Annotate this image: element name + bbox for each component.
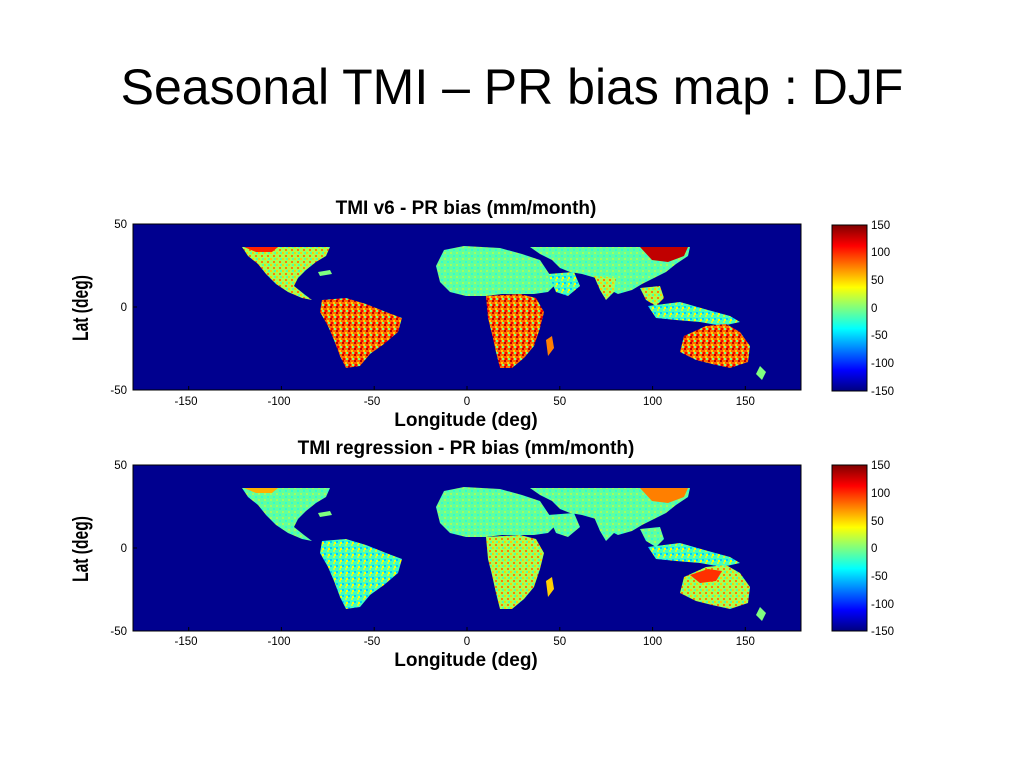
x-tick-label: 50: [553, 396, 566, 408]
land-north-america-hot: [244, 247, 278, 252]
land-arabia: [548, 513, 580, 537]
panel-1: TMI v6 - PR bias (mm/month): [69, 198, 894, 431]
x-tick-label: -50: [364, 636, 381, 648]
x-axis-1: -150 -100 -50 0 50 100 150: [174, 386, 755, 408]
land-eurasia-warm: [640, 488, 688, 503]
x-tick-label: -150: [174, 396, 197, 408]
land-south-america: [320, 539, 402, 609]
land-caribbean: [318, 511, 332, 517]
colorbar-tick-label: -100: [871, 358, 894, 370]
land-eurasia: [530, 488, 690, 535]
x-tick-label: 50: [553, 636, 566, 648]
colorbar-tick-label: -50: [871, 330, 888, 342]
land-north-america: [242, 488, 330, 541]
x-tick-label: 0: [464, 636, 470, 648]
colorbar-tick-label: -150: [871, 626, 894, 638]
land-se-asia: [640, 527, 664, 547]
colorbar-gradient-1: [831, 224, 868, 392]
colorbar-tick-label: 150: [871, 220, 890, 232]
y-axis-label-1: Lat (deg): [69, 275, 93, 341]
chart-title-2: TMI regression - PR bias (mm/month): [298, 438, 635, 459]
land-north-america: [242, 247, 330, 300]
land-africa-south: [486, 535, 544, 609]
land-eurasia: [530, 247, 690, 294]
panel-2: TMI regression - PR bias (mm/month): [69, 438, 894, 671]
y-tick-label: -50: [110, 626, 127, 638]
chart-title-1: TMI v6 - PR bias (mm/month): [336, 198, 597, 219]
land-australia-hot: [690, 569, 722, 583]
x-tick-label: 100: [643, 396, 662, 408]
x-axis-label-1: Longitude (deg): [394, 410, 538, 431]
land-north-america-warm: [244, 488, 278, 493]
land-eurasia-hot: [640, 247, 688, 262]
land-maritime-continent: [648, 302, 740, 326]
land-india: [594, 276, 616, 300]
map-land-2: [242, 487, 766, 621]
colorbar-gradient-2: [831, 464, 868, 632]
map-land-1: [242, 246, 766, 380]
y-tick-label: 50: [114, 460, 127, 472]
x-tick-label: 100: [643, 636, 662, 648]
x-tick-label: -150: [174, 636, 197, 648]
x-tick-label: 0: [464, 396, 470, 408]
x-tick-label: -100: [267, 636, 290, 648]
colorbar-tick-label: 150: [871, 460, 890, 472]
x-tick-label: -100: [267, 396, 290, 408]
colorbar-tick-label: -50: [871, 571, 888, 583]
y-axis-2: 50 0 -50: [110, 460, 137, 638]
x-axis-label-2: Longitude (deg): [394, 650, 538, 671]
y-tick-label: 0: [121, 543, 127, 555]
land-africa-north: [436, 487, 556, 537]
land-maritime-continent: [648, 543, 740, 567]
x-tick-label: -50: [364, 396, 381, 408]
x-tick-label: 150: [736, 636, 755, 648]
x-tick-label: 150: [736, 396, 755, 408]
colorbar-2: 150 100 50 0 -50 -100 -150: [831, 460, 894, 638]
colorbar-tick-label: -100: [871, 599, 894, 611]
y-tick-label: -50: [110, 385, 127, 397]
land-africa-south: [486, 294, 544, 368]
land-india: [594, 517, 616, 541]
slide-title: Seasonal TMI – PR bias map : DJF: [120, 59, 904, 115]
land-australia: [680, 324, 750, 368]
land-new-zealand: [756, 607, 766, 621]
y-tick-label: 50: [114, 219, 127, 231]
y-tick-label: 0: [121, 302, 127, 314]
land-madagascar: [546, 336, 554, 356]
y-axis-1: 50 0 -50: [110, 219, 137, 397]
y-axis-label-2: Lat (deg): [69, 516, 93, 582]
x-axis-2: -150 -100 -50 0 50 100 150: [174, 627, 755, 648]
land-se-asia: [640, 286, 664, 306]
colorbar-tick-label: 50: [871, 275, 884, 287]
colorbar-tick-label: 100: [871, 247, 890, 259]
land-arabia: [548, 272, 580, 296]
land-new-zealand: [756, 366, 766, 380]
colorbar-1: 150 100 50 0 -50 -100 -150: [831, 220, 894, 398]
colorbar-tick-label: 0: [871, 303, 877, 315]
colorbar-tick-label: 0: [871, 543, 877, 555]
colorbar-tick-label: -150: [871, 386, 894, 398]
land-madagascar: [546, 577, 554, 597]
land-caribbean: [318, 270, 332, 276]
colorbar-tick-label: 100: [871, 488, 890, 500]
colorbar-tick-label: 50: [871, 516, 884, 528]
land-africa-north: [436, 246, 556, 296]
land-south-america: [320, 298, 402, 368]
